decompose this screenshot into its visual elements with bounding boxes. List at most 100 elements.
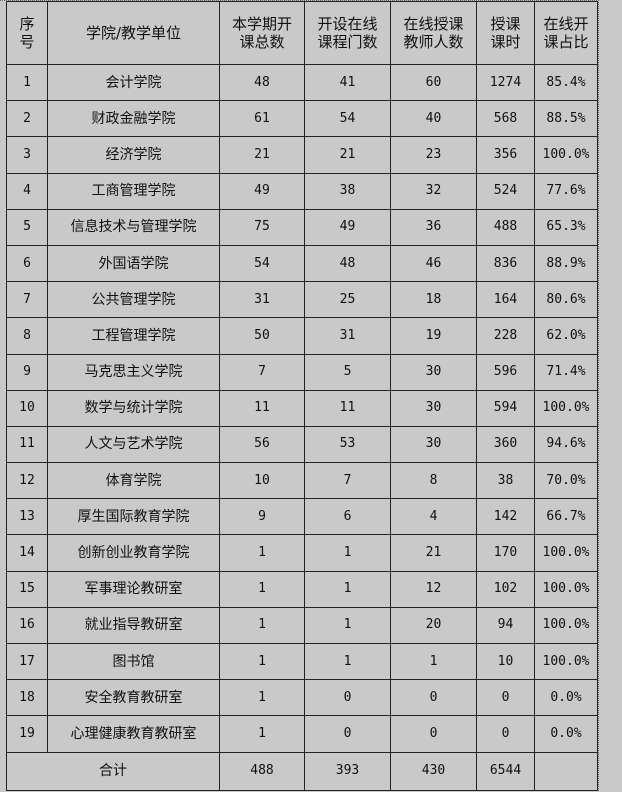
table-cell: 0 bbox=[304, 679, 391, 717]
table-cell: 12 bbox=[6, 462, 48, 500]
table-cell: 11 bbox=[6, 425, 48, 464]
table-cell: 94.6% bbox=[534, 425, 598, 464]
table-cell: 88.9% bbox=[534, 244, 598, 283]
column-header: 学院/教学单位 bbox=[47, 1, 220, 65]
table-cell: 1 bbox=[390, 642, 477, 681]
table-cell: 1 bbox=[304, 642, 391, 681]
table-cell: 21 bbox=[219, 136, 305, 174]
table-cell: 56 bbox=[219, 425, 305, 464]
table-cell: 102 bbox=[476, 570, 535, 608]
table-cell: 41 bbox=[304, 63, 391, 102]
table-cell: 30 bbox=[390, 353, 477, 391]
table-cell: 1 bbox=[304, 606, 391, 645]
table-cell: 31 bbox=[219, 281, 305, 319]
header-row: 序号学院/教学单位 本学期开 课总数 开设在线 课程门数 在线授课 教师人数 授课 课时 在线开课… bbox=[6, 1, 598, 65]
table-cell: 体育学院 bbox=[47, 462, 220, 500]
table-cell: 0 bbox=[476, 715, 535, 753]
table-cell: 12 bbox=[390, 570, 477, 608]
table-cell: 工商管理学院 bbox=[47, 172, 220, 210]
table-cell: 1 bbox=[304, 570, 391, 608]
table-cell: 2 bbox=[6, 100, 48, 138]
table-cell: 32 bbox=[390, 172, 477, 210]
table-row: 14 创新创业教育学院 1 1 21 170 100.0% bbox=[6, 534, 598, 572]
table-cell: 1 bbox=[219, 606, 305, 645]
table-cell: 外国语学院 bbox=[47, 244, 220, 283]
table-cell: 164 bbox=[476, 281, 535, 319]
table-cell: 16 bbox=[6, 606, 48, 645]
table-cell: 100.0% bbox=[534, 389, 598, 427]
table-cell: 3 bbox=[6, 136, 48, 174]
total-row: 合计 488 393 430 6544 bbox=[6, 751, 598, 791]
table-cell: 15 bbox=[6, 570, 48, 608]
column-header: 授课 课时 bbox=[476, 1, 535, 65]
table-cell: 财政金融学院 bbox=[47, 100, 220, 138]
table-cell: 17 bbox=[6, 642, 48, 681]
table-row: 11 人文与艺术学院 56 53 30 360 94.6% bbox=[6, 425, 598, 464]
table-cell: 19 bbox=[6, 715, 48, 753]
table-cell: 10 bbox=[6, 389, 48, 427]
table-cell: 1 bbox=[219, 679, 305, 717]
table-cell: 10 bbox=[219, 462, 305, 500]
table-cell: 18 bbox=[6, 679, 48, 717]
table-row: 5 信息技术与管理学院 75 49 36 488 65.3% bbox=[6, 208, 598, 246]
table-cell: 100.0% bbox=[534, 136, 598, 174]
table-cell: 厚生国际教育学院 bbox=[47, 498, 220, 536]
table-cell: 524 bbox=[476, 172, 535, 210]
table-cell: 4 bbox=[6, 172, 48, 210]
table-cell: 142 bbox=[476, 498, 535, 536]
table-cell: 21 bbox=[304, 136, 391, 174]
table-cell: 100.0% bbox=[534, 534, 598, 572]
table-cell: 836 bbox=[476, 244, 535, 283]
table-cell: 70.0% bbox=[534, 462, 598, 500]
table-cell: 46 bbox=[390, 244, 477, 283]
table-row: 6 外国语学院 54 48 46 836 88.9% bbox=[6, 244, 598, 283]
table-cell: 38 bbox=[476, 462, 535, 500]
table-cell: 信息技术与管理学院 bbox=[47, 208, 220, 246]
table-row: 7 公共管理学院 31 25 18 164 80.6% bbox=[6, 281, 598, 319]
table-cell: 100.0% bbox=[534, 606, 598, 645]
table-cell: 1 bbox=[219, 715, 305, 753]
table-cell: 38 bbox=[304, 172, 391, 210]
table-cell: 就业指导教研室 bbox=[47, 606, 220, 645]
table-cell: 创新创业教育学院 bbox=[47, 534, 220, 572]
table-cell: 20 bbox=[390, 606, 477, 645]
table-cell: 0.0% bbox=[534, 715, 598, 753]
table-cell: 170 bbox=[476, 534, 535, 572]
table-cell: 8 bbox=[390, 462, 477, 500]
table-cell: 0 bbox=[390, 715, 477, 753]
table-cell: 25 bbox=[304, 281, 391, 319]
total-cell bbox=[534, 751, 598, 791]
online-course-table: 序号学院/教学单位 本学期开 课总数 开设在线 课程门数 在线授课 教师人数 授课 课时 在线开课… bbox=[6, 1, 598, 791]
table-cell: 10 bbox=[476, 642, 535, 681]
table-cell: 1 bbox=[219, 570, 305, 608]
table-cell: 596 bbox=[476, 353, 535, 391]
table-cell: 0 bbox=[304, 715, 391, 753]
table-cell: 数学与统计学院 bbox=[47, 389, 220, 427]
table-cell: 100.0% bbox=[534, 570, 598, 608]
table-cell: 49 bbox=[219, 172, 305, 210]
table-cell: 75 bbox=[219, 208, 305, 246]
page-frame bbox=[0, 0, 599, 791]
table-cell: 66.7% bbox=[534, 498, 598, 536]
table-cell: 48 bbox=[304, 244, 391, 283]
total-cell: 430 bbox=[390, 751, 477, 791]
table-cell: 40 bbox=[390, 100, 477, 138]
table-cell: 会计学院 bbox=[47, 63, 220, 102]
column-header: 在线授课 教师人数 bbox=[390, 1, 477, 65]
table-cell: 9 bbox=[219, 498, 305, 536]
table-cell: 5 bbox=[304, 353, 391, 391]
column-header: 本学期开 课总数 bbox=[219, 1, 305, 65]
table-cell: 4 bbox=[390, 498, 477, 536]
table-cell: 14 bbox=[6, 534, 48, 572]
table-cell: 65.3% bbox=[534, 208, 598, 246]
table-cell: 60 bbox=[390, 63, 477, 102]
table-cell: 71.4% bbox=[534, 353, 598, 391]
table-cell: 安全教育教研室 bbox=[47, 679, 220, 717]
table-cell: 8 bbox=[6, 317, 48, 355]
total-cell: 393 bbox=[304, 751, 391, 791]
table-row: 4 工商管理学院 49 38 32 524 77.6% bbox=[6, 172, 598, 210]
table-cell: 31 bbox=[304, 317, 391, 355]
table-row: 17 图书馆 1 1 1 10 100.0% bbox=[6, 642, 598, 681]
table-row: 13 厚生国际教育学院 9 6 4 142 66.7% bbox=[6, 498, 598, 536]
table-row: 19 心理健康教育教研室 1 0 0 0 0.0% bbox=[6, 715, 598, 753]
